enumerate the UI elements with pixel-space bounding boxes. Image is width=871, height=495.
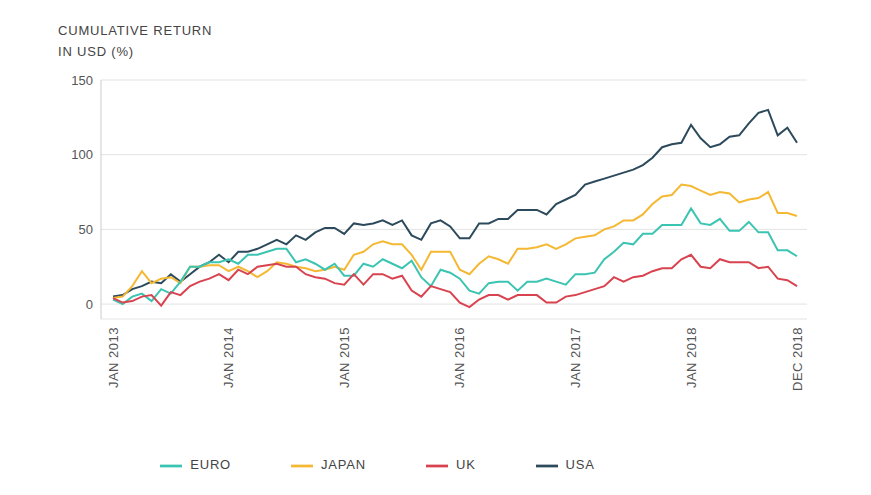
html-text:USA: USA <box>565 457 595 473</box>
svg-text:JAN 2018: JAN 2018 <box>684 327 699 388</box>
svg-text:JAN 2016: JAN 2016 <box>452 327 467 388</box>
svg-text:100: 100 <box>71 147 93 162</box>
svg-text:DEC 2018: DEC 2018 <box>790 327 805 391</box>
svg-text:JAN 2014: JAN 2014 <box>221 327 236 388</box>
svg-text:JAN 2017: JAN 2017 <box>568 327 583 388</box>
svg-text:0: 0 <box>86 297 93 312</box>
svg-text:JAN 2013: JAN 2013 <box>106 327 121 388</box>
html-text:CUMULATIVE RETURN IN USD (%): CUMULATIVE RETURN IN USD (%) <box>58 23 213 59</box>
html-text:UK: UK <box>455 457 476 473</box>
svg-text:JAN 2015: JAN 2015 <box>337 327 352 388</box>
svg-text:150: 150 <box>71 73 93 88</box>
svg-text:50: 50 <box>79 222 93 237</box>
html-text:JAPAN: JAPAN <box>321 457 366 473</box>
html-text:EURO: EURO <box>190 457 231 473</box>
